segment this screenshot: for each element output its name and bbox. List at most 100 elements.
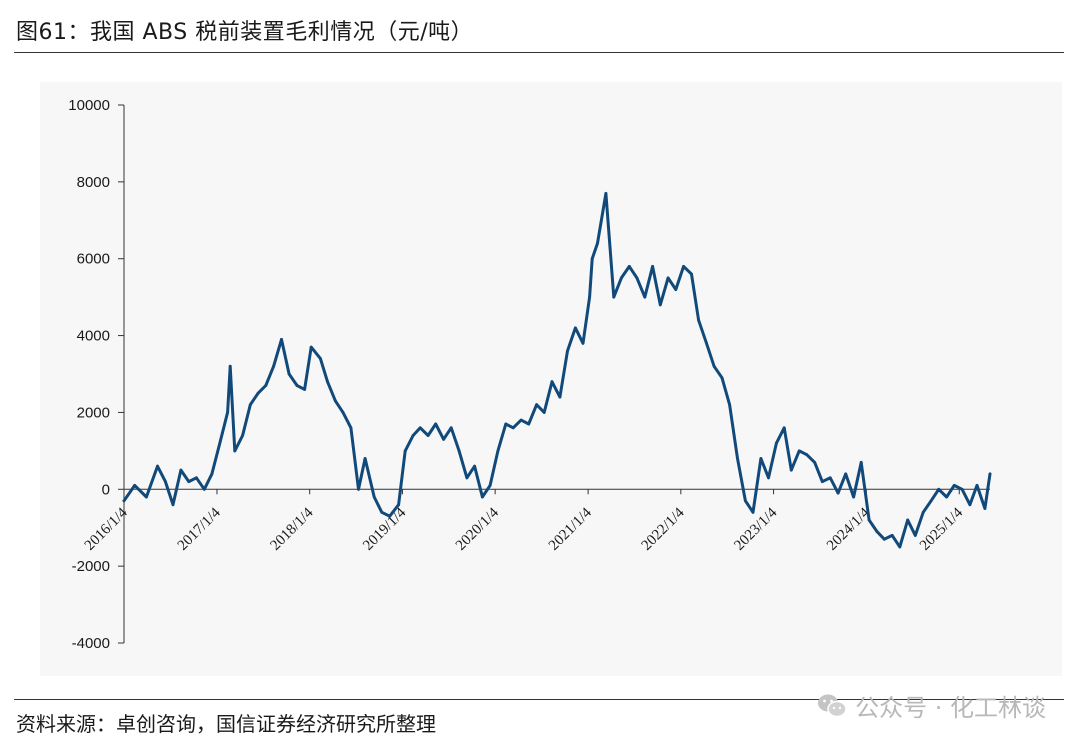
data-point: [929, 499, 933, 503]
data-point: [674, 288, 678, 291]
data-point: [233, 449, 237, 453]
data-point: [519, 418, 523, 422]
data-point: [241, 434, 245, 437]
title-divider: [14, 52, 1064, 53]
data-point: [426, 434, 430, 437]
data-point: [372, 495, 376, 499]
data-point: [248, 403, 252, 407]
data-point: [418, 426, 422, 430]
data-point: [767, 476, 770, 480]
data-point: [550, 380, 554, 384]
source-divider: [14, 699, 1064, 700]
data-point: [228, 364, 232, 368]
data-point: [574, 326, 577, 330]
x-tick-label: 2023/1/4: [731, 504, 780, 553]
data-point: [682, 265, 685, 268]
data-point: [898, 545, 902, 549]
data-point: [195, 476, 198, 480]
data-point: [666, 276, 670, 280]
y-tick-label: 10000: [68, 97, 110, 114]
x-tick-label: 2022/1/4: [639, 504, 688, 553]
data-point: [566, 349, 569, 353]
data-point: [945, 495, 948, 499]
data-point: [122, 499, 126, 503]
data-point: [960, 487, 964, 491]
data-point: [844, 472, 848, 476]
data-point: [264, 384, 268, 387]
data-point: [388, 514, 392, 518]
y-tick-label: 0: [102, 481, 110, 498]
data-point: [357, 487, 360, 491]
data-point: [828, 476, 832, 480]
x-tick-label: 2019/1/4: [360, 504, 409, 553]
data-point: [319, 357, 322, 360]
data-point: [457, 449, 461, 453]
data-point: [542, 411, 546, 414]
data-point: [504, 422, 508, 426]
data-point: [882, 537, 886, 541]
data-point: [442, 437, 445, 441]
data-point: [627, 265, 631, 268]
data-point: [272, 364, 275, 368]
data-point: [913, 534, 917, 537]
data-point: [465, 476, 469, 480]
data-point: [782, 426, 786, 430]
data-point: [280, 338, 283, 341]
data-point: [813, 461, 817, 464]
data-point: [363, 457, 367, 460]
x-axis: 2016/1/4 2017/1/4 2018/1/4 2019/1/4 2020/1/4…: [82, 488, 990, 554]
data-point: [295, 384, 299, 387]
data-point: [635, 276, 639, 280]
data-point: [488, 484, 492, 487]
data-point: [590, 257, 594, 261]
data-point: [481, 495, 484, 499]
data-point: [164, 480, 167, 483]
y-tick-label: 8000: [77, 174, 110, 191]
data-point: [326, 380, 329, 384]
data-point: [349, 426, 353, 430]
data-point: [805, 453, 809, 457]
source-note: 资料来源：卓创咨询，国信证券经济研究所整理: [16, 712, 436, 736]
data-point: [303, 388, 306, 391]
data-point: [397, 503, 400, 507]
data-point: [527, 422, 531, 426]
data-point: [890, 534, 894, 537]
data-point: [921, 510, 925, 514]
data-point: [596, 241, 599, 245]
data-point: [820, 480, 824, 483]
data-point: [875, 530, 879, 533]
data-point: [968, 503, 972, 507]
data-point: [643, 295, 647, 299]
data-point: [581, 341, 585, 345]
data-point: [171, 503, 175, 507]
series-layer: [122, 191, 992, 549]
data-point: [287, 372, 291, 376]
data-point: [836, 491, 840, 495]
data-point: [705, 341, 708, 345]
data-point: [975, 484, 979, 487]
data-point: [588, 295, 591, 299]
data-point: [751, 510, 755, 514]
plot-area: [40, 82, 1062, 676]
data-point: [867, 518, 871, 522]
chart-title: 图61：我国 ABS 税前装置毛利情况（元/吨）: [16, 20, 474, 45]
data-point: [156, 464, 159, 468]
data-point: [906, 518, 910, 522]
data-point: [952, 484, 956, 487]
data-point: [789, 468, 793, 472]
data-point: [983, 507, 987, 510]
data-point: [612, 295, 616, 299]
data-point: [133, 484, 137, 487]
data-point: [226, 411, 230, 414]
data-point: [651, 265, 654, 268]
data-point: [690, 272, 693, 276]
x-tick-label: 2017/1/4: [175, 504, 224, 553]
series-line: [122, 191, 992, 549]
data-point: [496, 449, 500, 453]
data-point: [859, 461, 863, 464]
data-point: [712, 364, 716, 368]
data-point: [697, 318, 700, 322]
data-point: [937, 487, 941, 491]
data-point: [511, 426, 515, 430]
data-point: [775, 441, 778, 445]
